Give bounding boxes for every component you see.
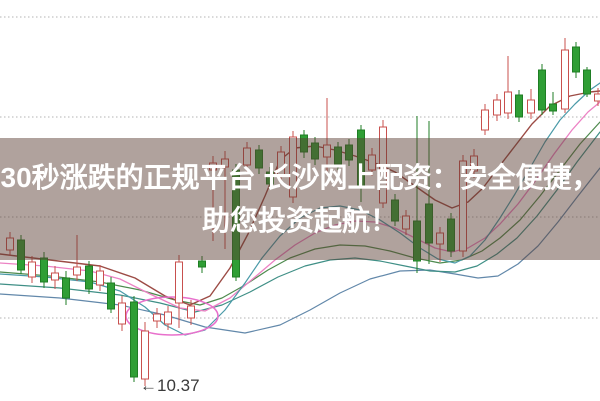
candle-up bbox=[153, 313, 161, 322]
candle-down bbox=[40, 257, 48, 283]
candle-down bbox=[85, 265, 93, 290]
candle-up bbox=[277, 151, 285, 177]
candle-up bbox=[175, 261, 183, 304]
candle-up bbox=[141, 330, 149, 380]
candle-up bbox=[561, 49, 569, 110]
candle-up bbox=[402, 215, 410, 230]
candle-up bbox=[118, 302, 126, 325]
candle-up bbox=[368, 154, 376, 171]
low-price-annotation: ←10.37 bbox=[140, 376, 200, 395]
candle-down bbox=[391, 199, 399, 222]
candle-up bbox=[594, 93, 600, 102]
candle-up bbox=[504, 91, 512, 114]
candle-up bbox=[481, 109, 489, 131]
candle-up bbox=[493, 99, 501, 116]
candle-down bbox=[130, 301, 138, 378]
candle-up bbox=[28, 261, 36, 278]
candle-up bbox=[73, 266, 81, 276]
candle-up bbox=[221, 158, 229, 168]
candle-down bbox=[583, 69, 591, 95]
candle-down bbox=[232, 169, 240, 278]
candle-up bbox=[379, 126, 387, 204]
ma-pink bbox=[0, 101, 600, 312]
candle-down bbox=[447, 218, 455, 252]
candle-up bbox=[436, 232, 444, 245]
candle-down bbox=[255, 149, 263, 169]
candle-down bbox=[300, 134, 308, 153]
candle-down bbox=[425, 203, 433, 244]
candle-down bbox=[549, 103, 557, 112]
candle-up bbox=[470, 155, 478, 172]
candle-up bbox=[51, 272, 59, 281]
candle-up bbox=[96, 270, 104, 286]
promo-banner-line2: 助您投资起航！ bbox=[201, 204, 398, 236]
candle-down bbox=[17, 239, 25, 271]
candle-down bbox=[345, 144, 353, 161]
candle-up bbox=[6, 237, 14, 251]
ma-green bbox=[0, 121, 600, 306]
candle-down bbox=[334, 146, 342, 165]
candle-down bbox=[266, 171, 274, 185]
promo-banner-line1: 30秒涨跌的正规平台 长沙网上配资：安全便捷， bbox=[0, 161, 600, 193]
candle-up bbox=[289, 136, 297, 198]
candle-down bbox=[357, 129, 365, 189]
candle-down bbox=[107, 282, 115, 310]
candle-down bbox=[198, 260, 206, 268]
candle-up bbox=[243, 147, 251, 166]
candle-up bbox=[459, 160, 467, 252]
candle-up bbox=[187, 305, 195, 319]
candle-down bbox=[515, 94, 523, 118]
candle-up bbox=[527, 99, 535, 114]
promo-banner-overlay: 30秒涨跌的正规平台 长沙网上配资：安全便捷， 助您投资起航！ bbox=[0, 138, 600, 260]
ma-cyan bbox=[0, 82, 600, 336]
candle-down bbox=[572, 46, 580, 73]
candle-up bbox=[323, 144, 331, 158]
candle-up bbox=[164, 311, 172, 325]
candle-down bbox=[311, 142, 319, 160]
candle-up bbox=[209, 162, 217, 171]
candle-down bbox=[538, 69, 546, 111]
candle-down bbox=[413, 220, 421, 262]
candle-down bbox=[62, 277, 70, 299]
